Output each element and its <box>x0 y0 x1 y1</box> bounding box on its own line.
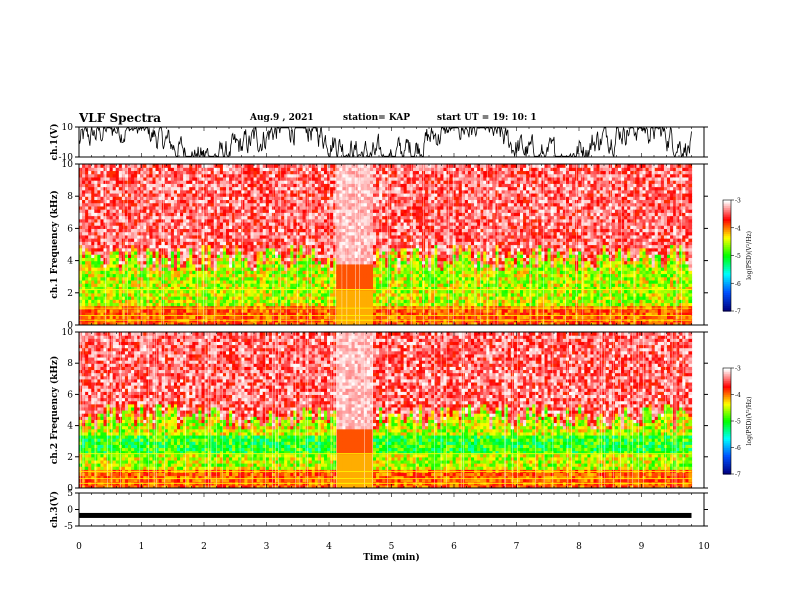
time-tick-label: 9 <box>639 542 645 552</box>
ch3-waveform-ytick-label: 0 <box>67 506 73 516</box>
time-tick-label: 6 <box>451 542 457 552</box>
ch2-spectrogram-colorbar-label: log(PSD)(V²/Hz) <box>746 397 753 446</box>
ch2-spectrogram-ytick-label: 2 <box>67 453 73 463</box>
ch2-spectrogram-heatmap <box>79 332 693 488</box>
time-tick-label: 0 <box>76 542 82 552</box>
ch3-waveform-ytick-label: -5 <box>64 522 73 532</box>
station-label: station= KAP <box>343 113 410 123</box>
time-tick-label: 2 <box>201 542 207 552</box>
time-axis-label: Time (min) <box>363 552 420 563</box>
time-tick-label: 7 <box>514 542 520 552</box>
ch1-waveform-ytick-label: -10 <box>59 153 74 163</box>
ch1-spectrogram-ytick-label: 10 <box>62 160 74 170</box>
ch2-spectrogram-ytick-label: 10 <box>62 328 74 338</box>
ch1-spectrogram-ytick-label: 8 <box>67 192 73 202</box>
ch2-spectrogram-ytick-label: 4 <box>67 422 73 432</box>
ch1-waveform-ytick-label: 10 <box>62 123 74 133</box>
ch1-spectrogram-ytick-label: 6 <box>67 224 73 234</box>
ch2-spectrogram-ytick-label: 8 <box>67 359 73 369</box>
ch3-waveform-frame <box>78 492 705 527</box>
ch1-waveform-ylabel: ch.1(V) <box>49 124 60 161</box>
ch2-spectrogram-colorbar-tick: -3 <box>735 366 741 373</box>
ch1-spectrogram-ytick-label: 4 <box>67 257 73 267</box>
ch1-spectrogram-colorbar-tick: -7 <box>735 309 741 316</box>
date-label: Aug.9 , 2021 <box>250 113 314 123</box>
ch1-spectrogram-colorbar-tick: -6 <box>735 281 741 288</box>
start-ut-label: start UT = 19: 10: 1 <box>437 113 537 123</box>
ch1-spectrogram-colorbar-tick: -5 <box>735 253 741 260</box>
ch2-spectrogram-colorbar-tick: -6 <box>735 445 741 452</box>
ch2-spectrogram-ytick-label: 0 <box>67 484 73 494</box>
ch1-spectrogram-ytick-label: 2 <box>67 289 73 299</box>
time-tick-label: 3 <box>264 542 270 552</box>
ch1-spectrogram-ytick-label: 0 <box>67 321 73 331</box>
time-tick-label: 8 <box>576 542 582 552</box>
ch2-spectrogram-colorbar-tick: -4 <box>735 392 741 399</box>
figure-title: VLF Spectra <box>79 111 161 125</box>
ch1-spectrogram-colorbar-label: log(PSD)(V²/Hz) <box>746 231 753 280</box>
ch1-waveform-trace <box>78 126 692 158</box>
time-tick-label: 5 <box>389 542 395 552</box>
ch2-spectrogram-colorbar-tick: -5 <box>735 419 741 426</box>
ch3-waveform-ytick-label: 5 <box>67 489 73 499</box>
ch1-spectrogram-ylabel: ch.1 Frequency (kHz) <box>49 190 60 299</box>
time-tick-label: 1 <box>139 542 145 552</box>
ch2-spectrogram-colorbar-tick: -7 <box>735 472 741 479</box>
ch1-spectrogram-colorbar-tick: -3 <box>735 198 741 205</box>
ch3-waveform-ylabel: ch.3(V) <box>49 491 60 528</box>
ch1-spectrogram-heatmap <box>79 164 693 325</box>
ch2-spectrogram-ylabel: ch.2 Frequency (kHz) <box>49 356 60 465</box>
ch1-spectrogram-colorbar-tick: -4 <box>735 225 741 232</box>
ch3-waveform-trace <box>79 512 692 518</box>
time-tick-label: 4 <box>326 542 332 552</box>
time-tick-label: 10 <box>698 542 710 552</box>
ch2-spectrogram-ytick-label: 6 <box>67 390 73 400</box>
